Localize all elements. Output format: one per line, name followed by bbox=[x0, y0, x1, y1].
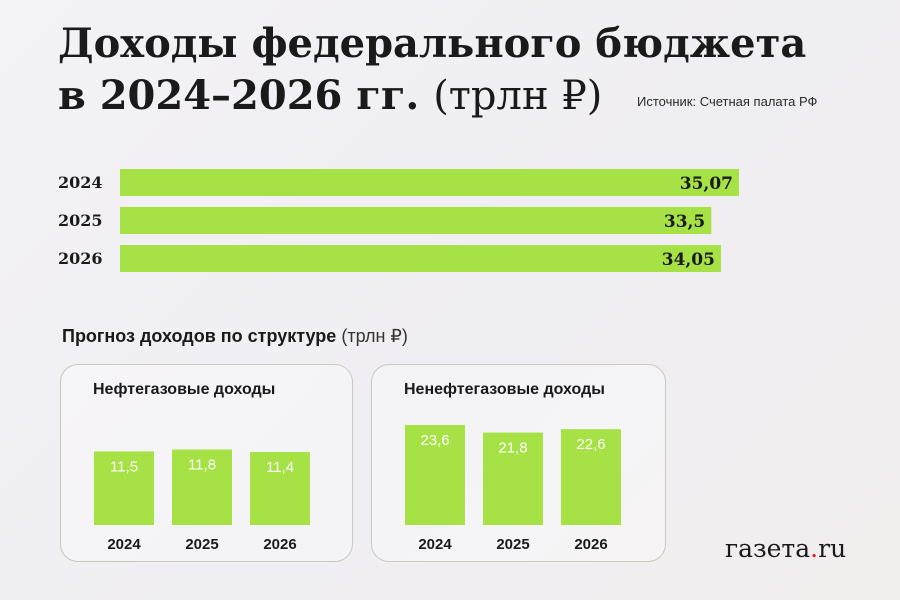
non-oil-gas-bar-2026 bbox=[561, 429, 621, 525]
non-oil-gas-year-label: 2026 bbox=[574, 536, 607, 553]
oil-gas-chart: 11,5 2024 11,8 2025 11,4 2026 bbox=[94, 449, 310, 553]
non-oil-gas-year-label: 2025 bbox=[496, 536, 529, 553]
structure-title: Прогноз доходов по структуре (трлн ₽) bbox=[62, 326, 408, 347]
oil-gas-value-label: 11,8 bbox=[188, 456, 216, 473]
non-oil-gas-bar-2024 bbox=[405, 424, 465, 525]
oil-gas-year-label: 2025 bbox=[185, 536, 218, 553]
oil-gas-bar-2026 bbox=[250, 452, 310, 525]
logo-dot: . bbox=[810, 534, 819, 563]
non-oil-gas-title: Ненефтегазовые доходы bbox=[404, 381, 605, 398]
structure-title-text: Прогноз доходов по структуре bbox=[62, 326, 337, 346]
oil-gas-card: Нефтегазовые доходы 11,5 2024 11,8 2025 11,4… bbox=[60, 364, 353, 562]
non-oil-gas-value-label: 21,8 bbox=[498, 440, 527, 457]
title-line-2: в 2024–2026 гг. bbox=[58, 72, 420, 119]
title-line-1: Доходы федерального бюджета bbox=[58, 20, 807, 67]
non-oil-gas-bar-2025 bbox=[483, 432, 543, 525]
oil-gas-title: Нефтегазовые доходы bbox=[93, 381, 276, 398]
oil-gas-value-label: 11,4 bbox=[266, 459, 294, 476]
non-oil-gas-value-label: 22,6 bbox=[576, 436, 605, 453]
total-bar-2024 bbox=[120, 169, 739, 196]
non-oil-gas-card: Ненефтегазовые доходы 23,6 2024 21,8 2025 22… bbox=[371, 364, 666, 562]
non-oil-gas-chart: 23,6 2024 21,8 2025 22,6 2026 bbox=[405, 424, 621, 553]
non-oil-gas-year-label: 2024 bbox=[418, 536, 452, 553]
total-bar-2025 bbox=[120, 207, 712, 234]
oil-gas-year-label: 2024 bbox=[107, 536, 141, 553]
oil-gas-value-label: 11,5 bbox=[110, 458, 138, 475]
total-year-label: 2025 bbox=[58, 211, 103, 230]
total-value-label: 33,5 bbox=[664, 212, 705, 232]
total-bar-2026 bbox=[120, 245, 721, 272]
total-value-label: 34,05 bbox=[662, 250, 715, 270]
page-title: Доходы федерального бюджета в 2024–2026 … bbox=[58, 18, 806, 122]
oil-gas-bar-2025 bbox=[172, 449, 232, 525]
structure-unit: (трлн ₽) bbox=[341, 326, 408, 346]
logo-main: газета bbox=[725, 534, 811, 563]
total-revenue-chart: 2024 35,07 2025 33,5 2026 34,05 bbox=[58, 169, 739, 272]
total-value-label: 35,07 bbox=[680, 174, 733, 194]
gazeta-logo: газета.ru bbox=[725, 534, 846, 563]
total-year-label: 2026 bbox=[58, 249, 103, 268]
total-year-label: 2024 bbox=[58, 173, 103, 192]
title-unit: (трлн ₽) bbox=[433, 73, 603, 119]
oil-gas-bar-2024 bbox=[94, 451, 154, 525]
logo-tld: ru bbox=[818, 534, 847, 563]
oil-gas-year-label: 2026 bbox=[263, 536, 296, 553]
source-note: Источник: Счетная палата РФ bbox=[637, 94, 818, 109]
non-oil-gas-value-label: 23,6 bbox=[420, 432, 449, 449]
